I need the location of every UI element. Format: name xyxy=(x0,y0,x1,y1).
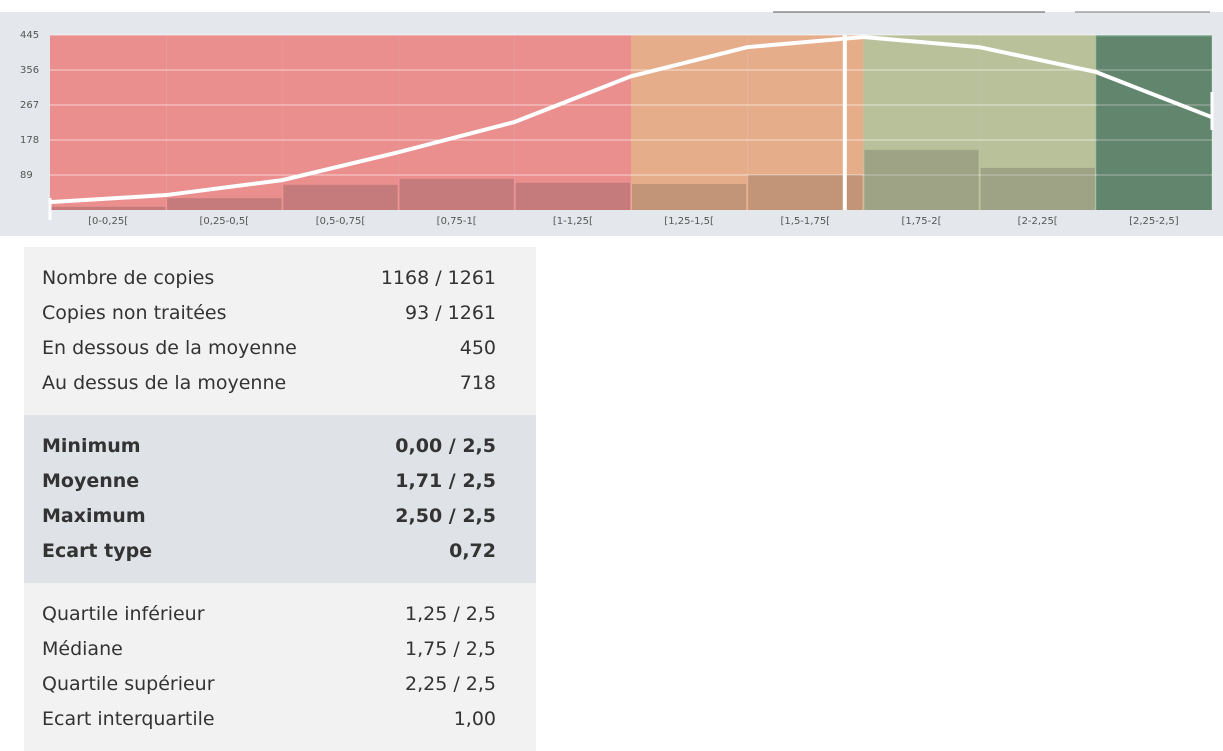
stats-row: Au dessus de la moyenne 718 xyxy=(42,366,496,401)
stat-value: 1,75 / 2,5 xyxy=(404,638,496,660)
stat-label: Nombre de copies xyxy=(42,267,215,289)
stat-label: Quartile supérieur xyxy=(42,673,215,695)
stats-section: Minimum 0,00 / 2,5 Moyenne 1,71 / 2,5 Maximu… xyxy=(24,415,536,583)
stat-value: 1,25 / 2,5 xyxy=(404,603,496,625)
x-tick-label: [2,25-2,5] xyxy=(1129,216,1179,227)
stats-row: Minimum 0,00 / 2,5 xyxy=(42,429,496,464)
bar xyxy=(515,182,630,210)
stats-panel: Nombre de copies 1168 / 1261 Copies non tr… xyxy=(24,247,536,751)
x-tick-label: [0,75-1[ xyxy=(437,216,477,227)
zone-band xyxy=(631,35,748,210)
stat-value: 1,00 xyxy=(453,708,496,730)
stats-section: Quartile inférieur 1,25 / 2,5 Médiane 1,75 … xyxy=(24,583,536,751)
zone-band xyxy=(863,35,980,210)
bar xyxy=(980,167,1095,210)
y-tick-label: 89 xyxy=(20,170,33,181)
stat-label: Au dessus de la moyenne xyxy=(42,372,287,394)
y-tick-label: 445 xyxy=(20,30,39,41)
zone-band xyxy=(514,35,631,210)
stats-row: Ecart interquartile 1,00 xyxy=(42,702,496,737)
zone-band xyxy=(50,35,167,210)
stat-label: Copies non traitées xyxy=(42,302,227,324)
stat-label: Quartile inférieur xyxy=(42,603,205,625)
bar xyxy=(1096,36,1211,210)
stat-value: 450 xyxy=(459,337,496,359)
stats-row: Moyenne 1,71 / 2,5 xyxy=(42,464,496,499)
bar xyxy=(864,149,979,210)
y-tick-label: 178 xyxy=(20,135,39,146)
zone-band xyxy=(1095,35,1212,210)
x-tick-label: [1,25-1,5[ xyxy=(664,216,714,227)
stat-value: 0,00 / 2,5 xyxy=(395,435,496,457)
x-tick-label: [0,5-0,75[ xyxy=(316,216,366,227)
stat-value: 93 / 1261 xyxy=(404,302,496,324)
zone-band xyxy=(979,35,1096,210)
stats-row: En dessous de la moyenne 450 xyxy=(42,331,496,366)
stats-row: Quartile supérieur 2,25 / 2,5 xyxy=(42,667,496,702)
y-tick-label: 267 xyxy=(20,100,39,111)
stats-row: Maximum 2,50 / 2,5 xyxy=(42,499,496,534)
stat-value: 1,71 / 2,5 xyxy=(395,470,496,492)
x-tick-label: [2-2,25[ xyxy=(1018,216,1058,227)
stats-row: Ecart type 0,72 xyxy=(42,534,496,569)
x-tick-label: [1-1,25[ xyxy=(553,216,593,227)
stat-label: Médiane xyxy=(42,638,123,660)
stat-label: Ecart type xyxy=(42,540,153,562)
x-tick-label: [0-0,25[ xyxy=(88,216,128,227)
y-tick-label: 356 xyxy=(20,65,39,76)
stat-value: 718 xyxy=(459,372,496,394)
bar xyxy=(283,184,398,210)
zone-band xyxy=(398,35,515,210)
stat-value: 0,72 xyxy=(449,540,496,562)
histogram: 89 178 267 356 445 [0-0,25[ [0,25-0,5[ [0,5-0,7… xyxy=(0,11,1223,236)
stat-label: Maximum xyxy=(42,505,146,527)
stat-label: Minimum xyxy=(42,435,141,457)
stat-value: 2,50 / 2,5 xyxy=(395,505,496,527)
stat-label: Moyenne xyxy=(42,470,140,492)
stat-value: 1168 / 1261 xyxy=(380,267,496,289)
zone-band xyxy=(282,35,399,210)
stats-row: Nombre de copies 1168 / 1261 xyxy=(42,261,496,296)
stats-row: Médiane 1,75 / 2,5 xyxy=(42,632,496,667)
stat-value: 2,25 / 2,5 xyxy=(404,673,496,695)
stat-label: Ecart interquartile xyxy=(42,708,215,730)
bar xyxy=(51,206,166,210)
x-tick-label: [0,25-0,5[ xyxy=(200,216,250,227)
stats-row: Quartile inférieur 1,25 / 2,5 xyxy=(42,597,496,632)
x-tick-label: [1,5-1,75[ xyxy=(781,216,831,227)
stats-row: Copies non traitées 93 / 1261 xyxy=(42,296,496,331)
stat-label: En dessous de la moyenne xyxy=(42,337,297,359)
normal-curve xyxy=(49,34,1213,205)
stats-section: Nombre de copies 1168 / 1261 Copies non tr… xyxy=(24,247,536,415)
bar xyxy=(632,184,747,210)
bar xyxy=(167,198,282,210)
x-tick-label: [1,75-2[ xyxy=(901,216,941,227)
bar xyxy=(399,178,514,210)
